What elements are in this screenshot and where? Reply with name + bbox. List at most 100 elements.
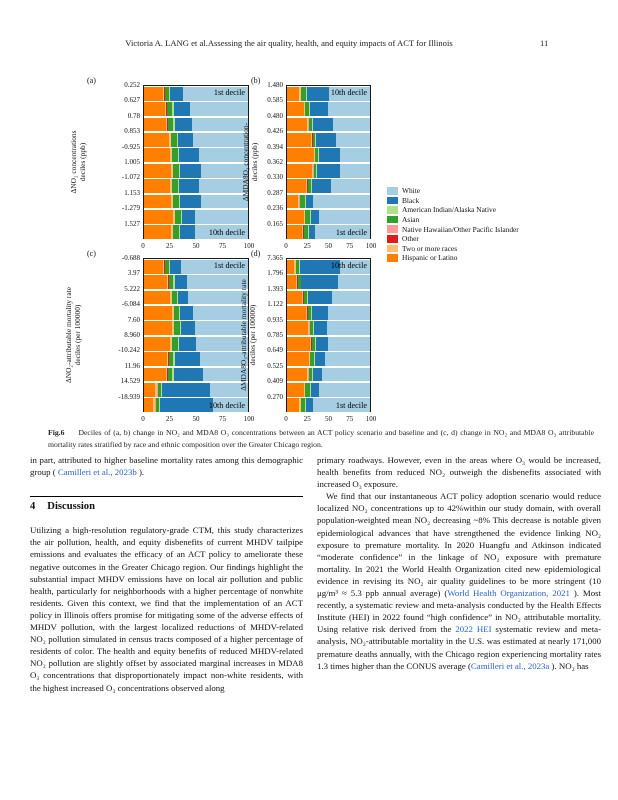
bar-slot [287, 225, 370, 240]
stacked-bar [144, 336, 248, 351]
stacked-bar [287, 352, 370, 367]
y-tick-label: 0.785 [267, 331, 283, 339]
bar-segment-white [198, 148, 248, 163]
stacked-bar [144, 179, 248, 194]
figure-caption: Fig.6 Deciles of (a, b) change in NO₂ and… [48, 427, 594, 451]
bar-slot [287, 290, 370, 305]
stacked-bar [144, 163, 248, 178]
bar-slot [144, 148, 248, 163]
bar-segment-asian [303, 290, 308, 305]
bar-slot [144, 274, 248, 290]
bar-segment-black [310, 383, 319, 397]
bar-segment-american-indian-alaska-native [310, 210, 312, 224]
bar-slot [287, 148, 370, 163]
bar-slot [287, 86, 370, 101]
bar-segment-white [192, 117, 248, 132]
bar-segment-white [313, 194, 370, 209]
bar-segment-asian [157, 383, 161, 397]
bar-segment-white [332, 290, 370, 305]
stacked-bar [287, 290, 370, 305]
bar-slot [144, 382, 248, 397]
bar-segment-two-or-more-races [165, 367, 168, 382]
running-header-title: Victoria A. LANG et al.Assessing the air… [125, 38, 453, 48]
stacked-bar [287, 210, 370, 224]
bar-slot [144, 117, 248, 132]
bar-segment-asian [173, 225, 179, 240]
bar-segment-asian [168, 117, 174, 132]
bar-segment-hispanic-or-latino [144, 383, 156, 397]
bar-segment-american-indian-alaska-native [178, 225, 180, 240]
bar-segment-black [308, 225, 315, 240]
legend-label: Black [402, 195, 420, 205]
bar-segment-american-indian-alaska-native [158, 398, 161, 413]
y-tick-label: -0.925 [121, 142, 140, 151]
x-tick-label: 50 [325, 415, 332, 423]
bar-slot [144, 178, 248, 194]
bar-segment-american-indian-alaska-native [169, 86, 171, 101]
y-tick-label: 5.222 [124, 284, 140, 293]
decile-annotation-bottom: 10th decile [208, 400, 245, 410]
bar-segment-asian [305, 383, 310, 397]
stacked-bar [287, 367, 370, 382]
bar-segment-white [195, 210, 248, 224]
decile-annotation-top: 10th decile [330, 87, 367, 97]
text-run: Utilizing a high-resolution regulatory-g… [30, 525, 303, 693]
bar-slot [144, 259, 248, 274]
bar-segment-american-indian-alaska-native [172, 102, 174, 117]
bar-segment-two-or-more-races [301, 290, 304, 305]
plot-area [143, 258, 249, 413]
plot-area [143, 85, 249, 240]
y-axis-label-line2: deciles (per 100000) [73, 304, 82, 366]
bar-segment-american-indian-alaska-native [300, 275, 302, 290]
y-tick-label: -18.939 [118, 392, 140, 401]
x-tick-label: 0 [141, 415, 145, 423]
bar-segment-black [177, 290, 189, 305]
bar-segment-asian [301, 86, 307, 101]
bar-segment-two-or-more-races [171, 225, 173, 240]
bar-segment-black [173, 367, 203, 382]
bar-segment-american-indian-alaska-native [176, 133, 178, 147]
legend-entry: Other [387, 234, 519, 244]
citation-link[interactable]: World Health Organization, 2021 [447, 588, 570, 599]
y-axis-label-a: ΔNO₂ concentrations deciles (ppb) [69, 84, 87, 240]
bar-segment-white [180, 259, 248, 274]
bar-segment-hispanic-or-latino [287, 117, 307, 132]
bar-segment-hispanic-or-latino [144, 148, 170, 163]
panel-letter-a: (a) [87, 76, 96, 85]
bar-segment-black [317, 163, 340, 178]
citation-link[interactable]: Camilleri et al., 2023b [57, 467, 137, 478]
bar-segment-asian [298, 275, 301, 290]
bar-segment-white [338, 275, 370, 290]
bar-segment-asian [172, 290, 177, 305]
bar-segment-black [311, 210, 319, 224]
section-title: Discussion [47, 501, 95, 513]
citation-link[interactable]: 2022 HEI [455, 624, 492, 635]
bar-slot [144, 336, 248, 351]
y-tick-labels: -0.688 3.97 5.222 -6.084 7.60 8.960 -10.242 11.… [106, 254, 140, 412]
bar-segment-two-or-more-races [172, 306, 174, 320]
bar-slot [287, 132, 370, 147]
bar-segment-asian [174, 321, 180, 336]
bar-segment-two-or-more-races [155, 383, 157, 397]
bar-segment-asian [309, 321, 313, 336]
legend-entry: White [387, 186, 519, 196]
x-tick-label: 0 [141, 242, 145, 250]
decile-annotation-top: 1st decile [213, 260, 245, 270]
bar-slot [144, 225, 248, 240]
plot-area [286, 85, 371, 240]
bar-segment-asian [315, 148, 318, 163]
bar-segment-hispanic-or-latino [287, 290, 302, 305]
bar-segment-black [314, 352, 325, 367]
bar-segment-hispanic-or-latino [144, 163, 172, 178]
bar-segment-asian [169, 275, 174, 290]
y-tick-labels: 7.365 1.796 1.393 1.122 0.935 0.785 0.649 0.525… [249, 254, 283, 412]
bar-slot [287, 194, 370, 209]
bar-segment-american-indian-alaska-native [179, 321, 181, 336]
stacked-bar [144, 259, 248, 274]
citation-link[interactable]: Camilleri et al., 2023a [470, 660, 550, 671]
x-tick-label: 25 [166, 415, 173, 423]
bar-segment-two-or-more-races [297, 194, 300, 209]
bar-segment-black [301, 275, 338, 290]
x-tick-label: 50 [192, 415, 200, 423]
x-tick-label: 100 [365, 415, 377, 423]
